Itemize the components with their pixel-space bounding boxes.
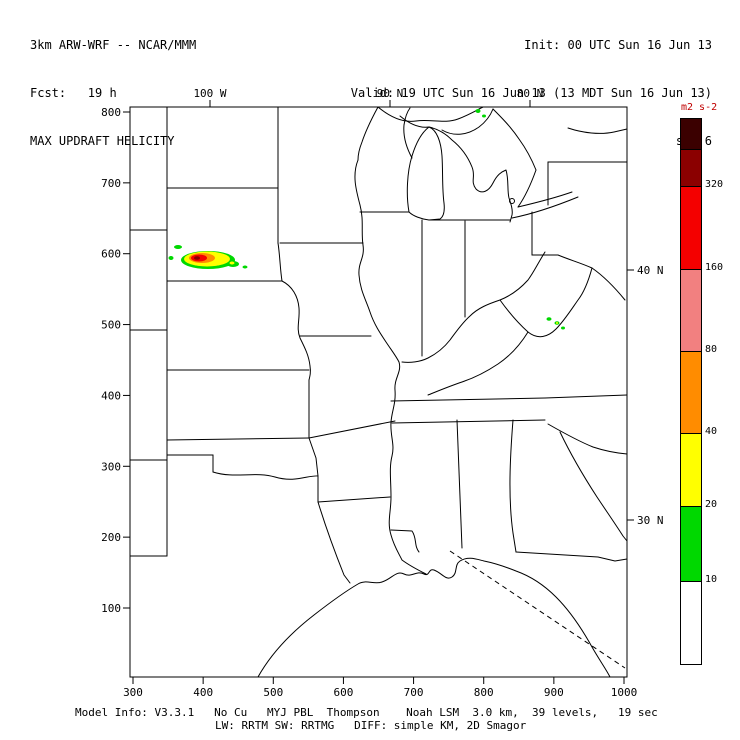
top-axis-tick-label: 80 N [517, 87, 544, 100]
colorbar-segment [681, 269, 701, 351]
helicity-blob [556, 322, 558, 324]
colorbar [680, 118, 702, 665]
x-axis-tick-label: 600 [333, 686, 353, 699]
colorbar-tick-label: 10 [705, 574, 718, 585]
valid-time: Valid: 19 UTC Sun 16 Jun 13 (13 MDT Sun … [350, 86, 712, 100]
helicity-blob [482, 114, 486, 118]
y-axis-tick-label: 700 [101, 177, 121, 190]
helicity-blob [168, 256, 174, 260]
top-axis-tick-label: 100 W [193, 87, 226, 100]
helicity-blob [194, 256, 200, 260]
y-axis-tick-label: 300 [101, 460, 121, 473]
x-axis-tick-label: 500 [263, 686, 283, 699]
colorbar-segment [681, 581, 701, 664]
init-time: Init: 00 UTC Sun 16 Jun 13 [524, 38, 712, 52]
forecast-hour: Fcst: 19 h [30, 86, 117, 100]
colorbar-tick-label: 40 [705, 426, 718, 437]
y-axis-tick-label: 800 [101, 106, 121, 119]
colorbar-tick-label: 80 [705, 344, 718, 355]
y-axis-tick-label: 500 [101, 319, 121, 332]
y-axis-tick-label: 600 [101, 248, 121, 261]
colorbar-segment [681, 119, 701, 149]
helicity-blob [561, 326, 565, 330]
colorbar-tick-label: 20 [705, 499, 718, 510]
colorbar-segment [681, 186, 701, 269]
y-axis-tick-label: 200 [101, 531, 121, 544]
offshore-dashed-boundary [449, 550, 626, 669]
right-axis-tick-label: 40 N [637, 264, 664, 277]
colorbar-segment [681, 149, 701, 186]
y-axis-tick-label: 100 [101, 602, 121, 615]
helicity-blob [242, 265, 248, 269]
helicity-data-layer [168, 109, 565, 330]
colorbar-segments [681, 119, 701, 664]
helicity-blob [475, 109, 481, 113]
colorbar-segment [681, 506, 701, 581]
plot-header-left: 3km ARW-WRF -- NCAR/MMM Fcst: 19 h MAX U… [30, 5, 196, 181]
model-title: 3km ARW-WRF -- NCAR/MMM [30, 38, 197, 52]
us-state-borders [129, 106, 628, 678]
colorbar-tick-label: 160 [705, 262, 724, 273]
colorbar-segment [681, 351, 701, 433]
colorbar-units-label: m2 s-2 [681, 102, 718, 113]
x-axis-tick-label: 900 [544, 686, 564, 699]
model-info-line1: Model Info: V3.3.1 No Cu MYJ PBL Thompso… [75, 706, 658, 719]
model-info-line2: LW: RRTM SW: RRTMG DIFF: simple KM, 2D S… [215, 719, 527, 732]
plot-header-right: Init: 00 UTC Sun 16 Jun 13 Valid: 19 UTC… [351, 5, 712, 181]
x-axis-tick-label: 700 [404, 686, 424, 699]
colorbar-labels: 320 160 80 40 20 10 [705, 0, 740, 740]
x-axis-tick-label: 1000 [611, 686, 638, 699]
y-axis-tick-label: 400 [101, 389, 121, 402]
right-axis-tick-label: 30 N [637, 514, 664, 527]
colorbar-segment [681, 433, 701, 506]
plot-frame [129, 106, 628, 678]
x-axis-tick-label: 400 [193, 686, 213, 699]
top-axis-tick-label: 90 N [377, 87, 404, 100]
colorbar-tick-label: 320 [705, 179, 724, 190]
field-title: MAX UPDRAFT HELICITY [30, 134, 175, 148]
x-axis-tick-label: 300 [123, 686, 143, 699]
helicity-blob [174, 245, 182, 249]
helicity-blob [546, 317, 552, 321]
x-axis-tick-label: 800 [474, 686, 494, 699]
helicity-blob [229, 261, 235, 265]
